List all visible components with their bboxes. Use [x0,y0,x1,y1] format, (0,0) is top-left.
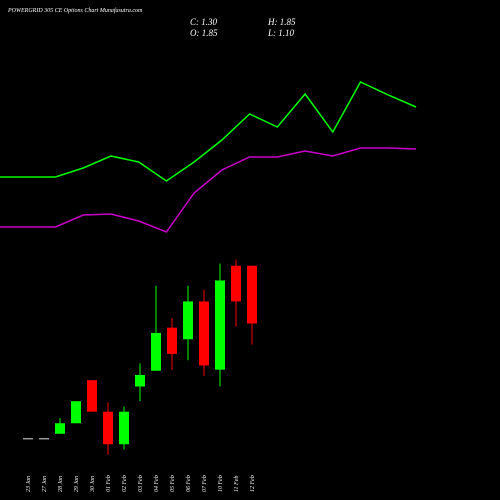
x-tick-label: 02 Feb [122,475,128,492]
x-tick-label: 01 Feb [106,475,112,492]
open-label: O: 1.85 [190,28,218,38]
candle-body [247,265,257,324]
candle-body [215,280,225,370]
candle-body [71,401,81,424]
indicator-line [0,147,417,233]
candle-body [103,411,113,445]
x-tick-label: 05 Feb [170,475,176,492]
candle-body [23,437,33,440]
chart-title: POWERGRID 305 CE Options Chart Munafasut… [7,7,143,14]
x-tick-label: 04 Feb [153,475,160,492]
candle-body [151,332,161,371]
candle-body [87,380,97,412]
x-tick-label: 07 Feb [202,475,208,492]
x-tick-label: 27 Jan [42,476,48,492]
x-tick-label: 12 Feb [250,475,256,492]
candle-body [135,374,145,387]
x-tick-label: 10 Feb [218,475,224,492]
high-label: H: 1.85 [267,17,296,27]
candle-body [183,301,193,340]
x-tick-label: 06 Feb [186,475,192,492]
candle-body [167,327,177,354]
candle-body [199,301,209,366]
x-tick-label: 23 Jan [26,476,32,492]
x-tick-label: 11 Feb [234,476,240,492]
candle-body [231,265,241,302]
candle-body [55,423,65,434]
x-tick-label: 30 Jan [90,476,96,493]
close-label: C: 1.30 [190,17,218,27]
x-tick-label: 03 Feb [138,475,144,492]
low-label: L: 1.10 [267,28,295,38]
x-tick-label: 29 Jan [74,476,80,492]
x-tick-label: 28 Jan [58,476,64,492]
indicator-line [0,81,417,182]
candle-body [39,437,49,440]
candle-body [119,411,129,445]
